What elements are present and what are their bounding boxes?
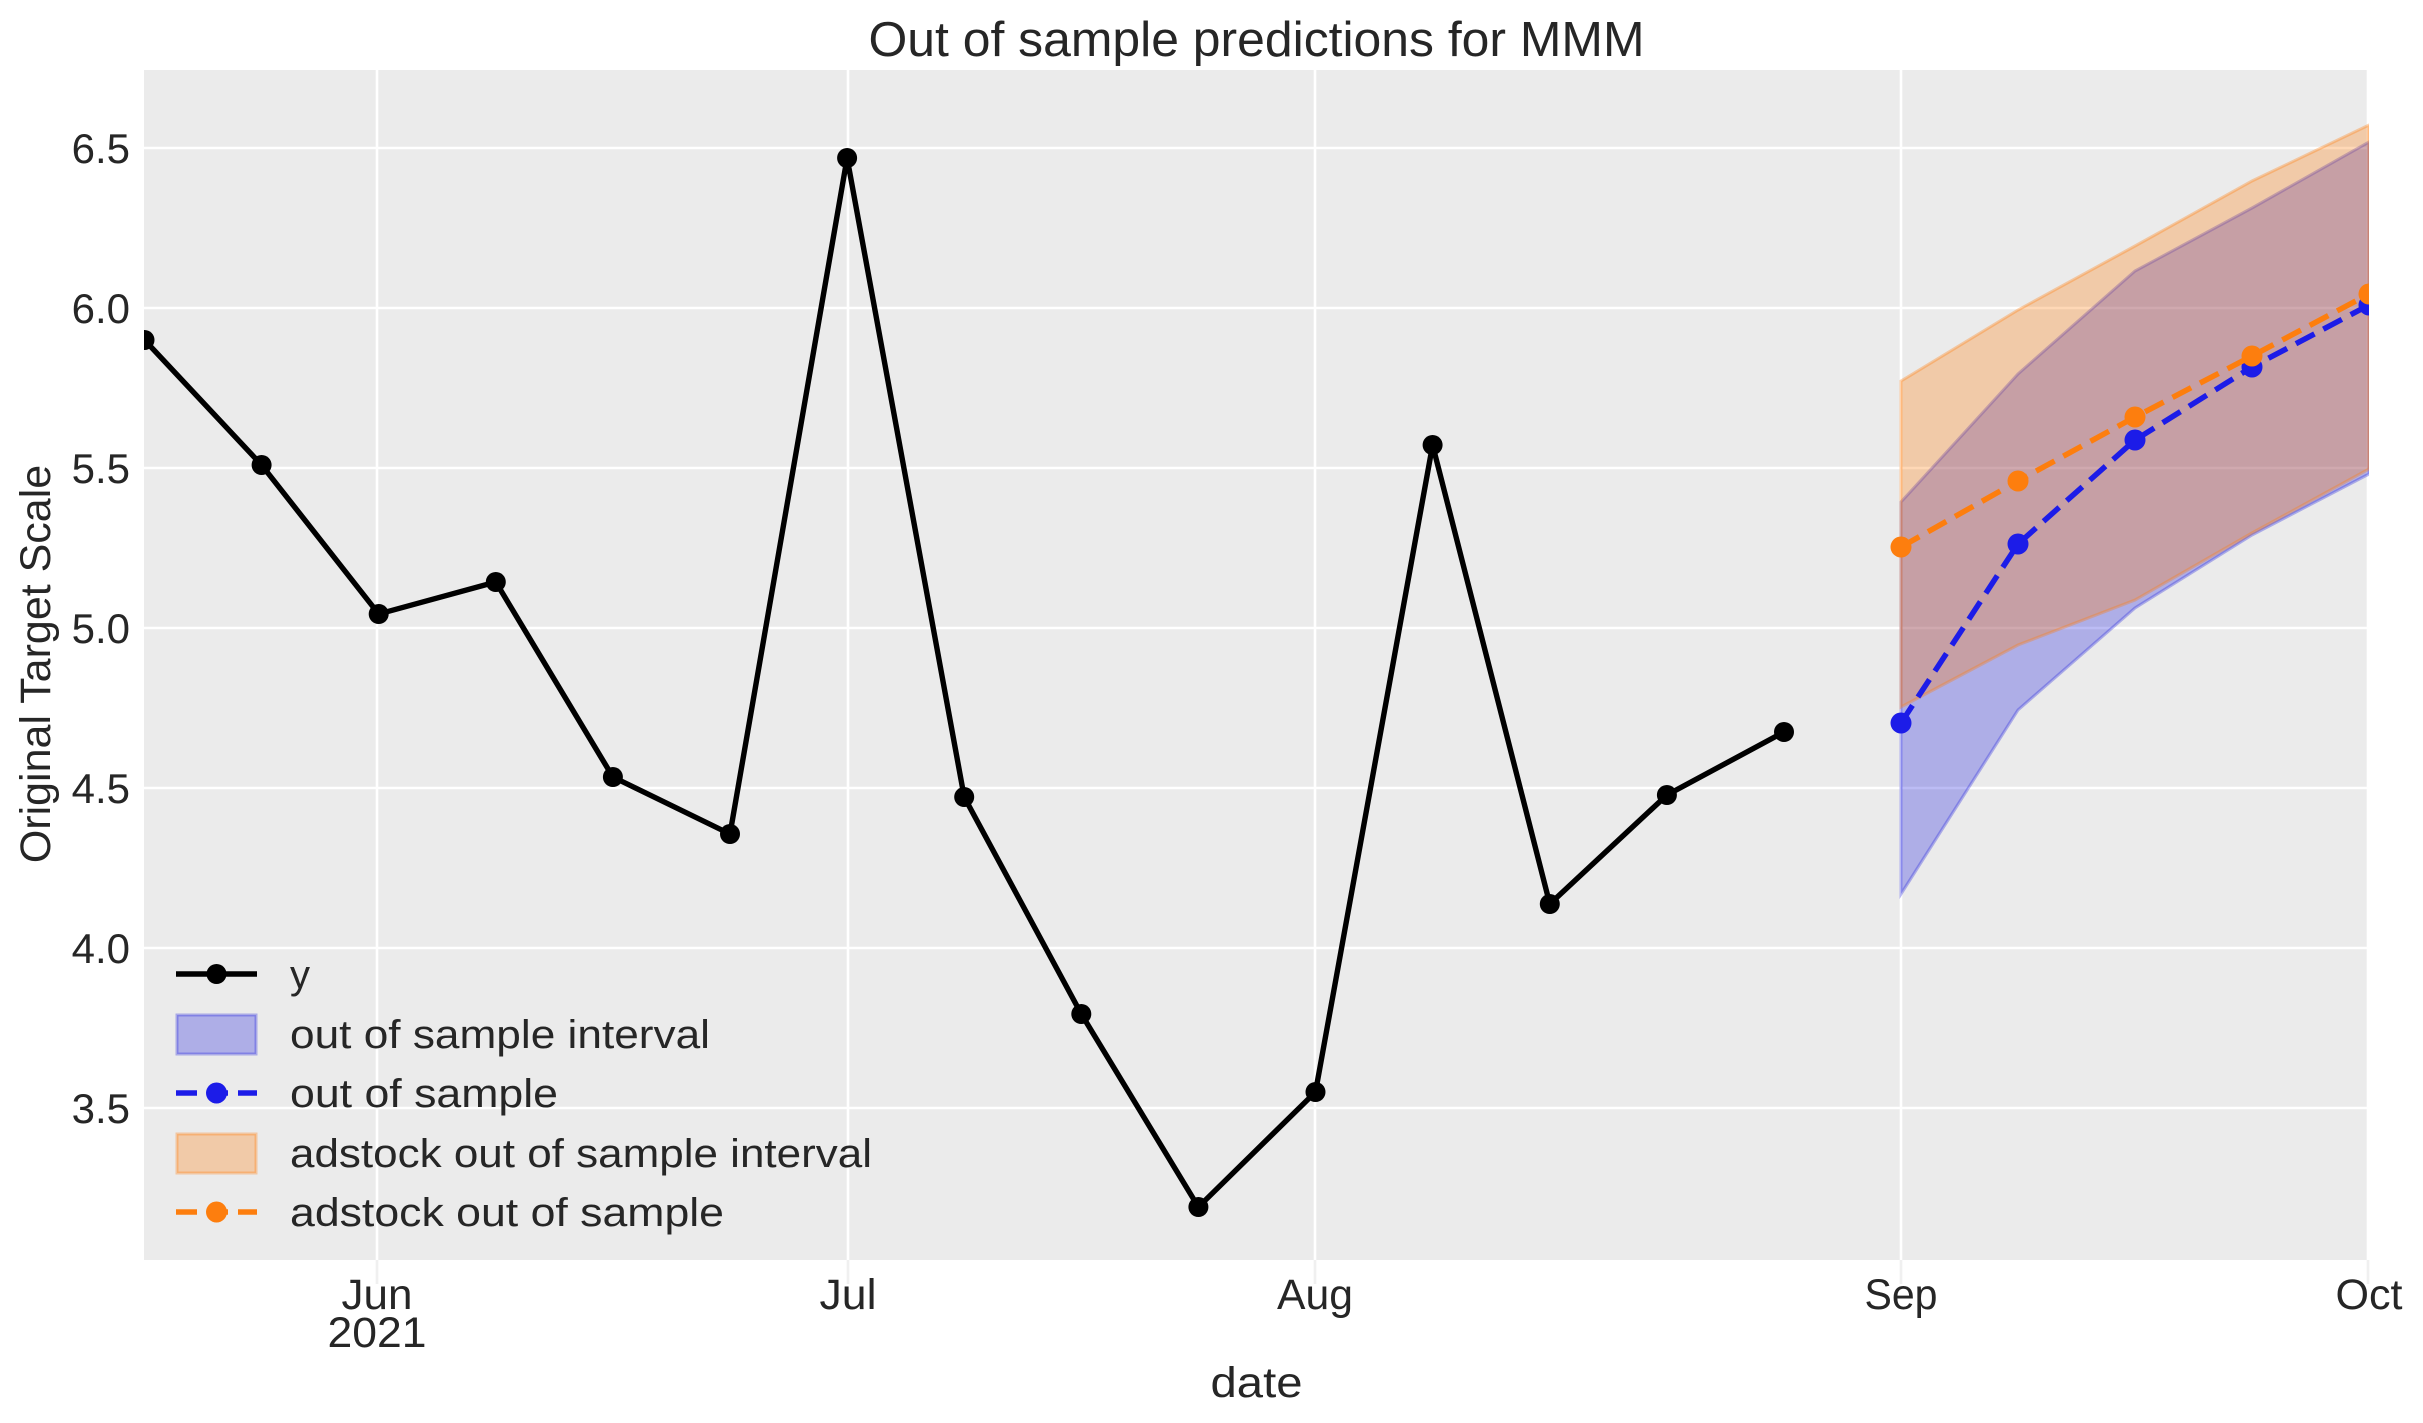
svg-text:Original Target Scale: Original Target Scale	[12, 465, 60, 863]
svg-text:4.0: 4.0	[72, 925, 130, 972]
svg-text:3.5: 3.5	[72, 1085, 130, 1132]
svg-text:adstock out of sample: adstock out of sample	[290, 1191, 724, 1235]
svg-text:4.5: 4.5	[72, 765, 130, 812]
svg-text:2021: 2021	[328, 1309, 427, 1357]
svg-text:5.0: 5.0	[72, 605, 130, 652]
svg-text:adstock out of sample interval: adstock out of sample interval	[290, 1132, 872, 1176]
svg-text:6.5: 6.5	[72, 125, 130, 172]
svg-text:y: y	[290, 953, 310, 997]
svg-text:out of sample interval: out of sample interval	[290, 1013, 710, 1057]
svg-text:5.5: 5.5	[72, 445, 130, 492]
svg-text:6.0: 6.0	[72, 285, 130, 332]
svg-text:out of sample: out of sample	[290, 1072, 558, 1116]
svg-text:Out of sample predictions for: Out of sample predictions for MMM	[869, 13, 1645, 67]
svg-text:date: date	[1211, 1359, 1303, 1407]
